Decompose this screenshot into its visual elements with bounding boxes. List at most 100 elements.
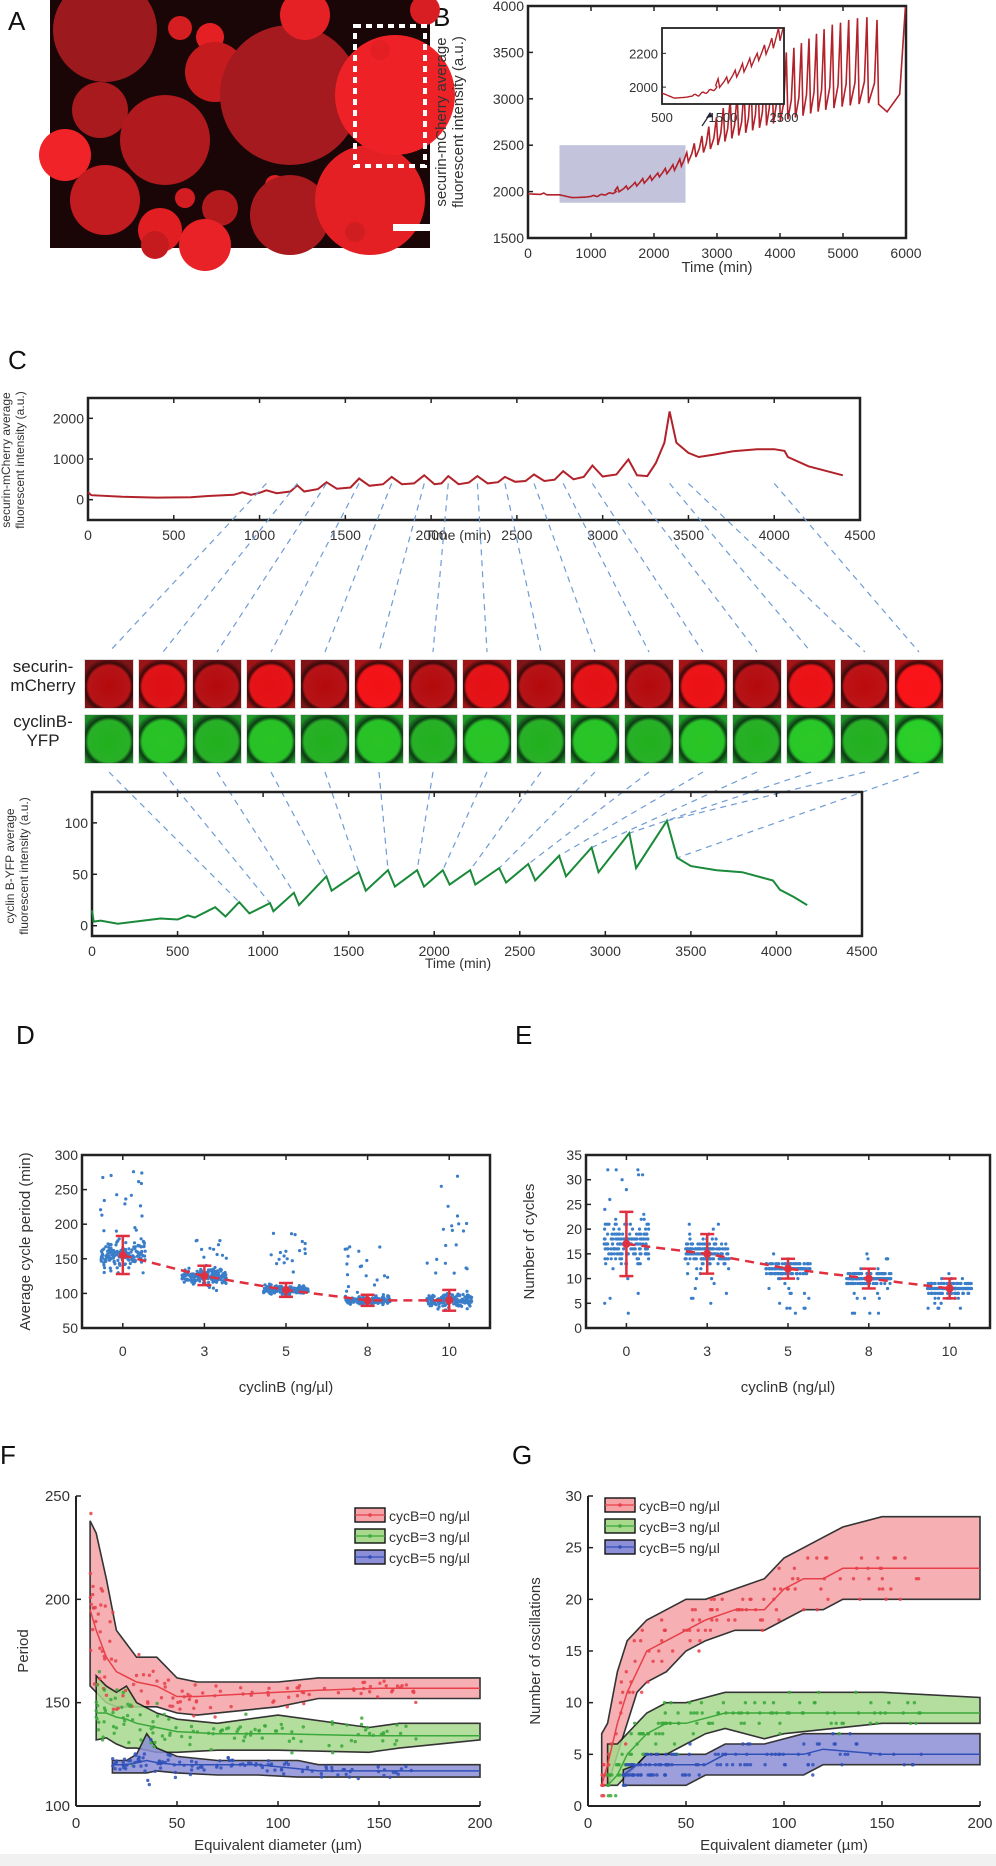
scatter-point [96,1728,101,1732]
scatter-point [743,1763,747,1767]
scatter-point [138,1728,142,1732]
scatter-point [458,1303,462,1307]
scatter-point [219,1278,223,1282]
x-tick-label: 2500 [501,527,532,543]
mean-marker [118,1251,127,1260]
scatter-point [441,1295,445,1299]
scatter-point [933,1301,937,1305]
scatter-point [330,1720,334,1724]
mean-marker [945,1284,954,1293]
y-tick-label: 25 [566,1196,582,1212]
scatter-point [614,1794,618,1798]
scatter-point [291,1270,295,1274]
scatter-point [277,1257,281,1261]
scatter-point [320,1775,324,1779]
scatter-point [109,1657,114,1661]
scatter-point [441,1227,445,1231]
droplet [168,16,192,40]
scatter-point [802,1262,806,1266]
scatter-point [112,1260,116,1264]
x-tick-label: 4500 [844,527,875,543]
scatter-point [111,1248,115,1252]
scatter-point [147,1673,152,1677]
scatter-point [95,1683,99,1687]
mean-line [89,1609,480,1698]
scatter-point [200,1765,204,1769]
scatter-point [96,1704,100,1708]
scatter-point [100,1738,105,1742]
x-tick-label: 0 [119,1343,127,1359]
scatter-point [173,1770,178,1775]
scatter-point [889,1587,893,1591]
scatter-point [808,1262,812,1266]
link-line-top [533,483,596,653]
y-tick-label: 100 [65,815,89,831]
scatter-point [139,1738,143,1742]
scatter-point [399,1767,404,1771]
scatter-point [430,1297,434,1301]
scatter-point [719,1252,723,1256]
scatter-point [188,1772,193,1777]
scatter-point [262,1291,266,1295]
scatter-point [807,1296,811,1300]
scatter-point [785,1306,789,1310]
scatter-point [375,1278,379,1282]
scatter-point [656,1721,661,1725]
scatter-point [831,1732,835,1736]
scatter-point [851,1577,856,1581]
y-tick-label: 150 [45,1695,70,1712]
scatter-point [877,1587,881,1591]
scatter-point [640,1628,644,1632]
securin-frame [300,659,350,709]
scatter-point [780,1272,785,1276]
scatter-point [353,1739,357,1744]
scatter-point [798,1272,802,1276]
scatter-point [604,1242,608,1246]
scatter-point [102,1198,106,1203]
scatter-point [368,1690,372,1694]
scatter-point [149,1741,153,1745]
mean-trend-line [626,1242,950,1290]
scatter-point [213,1279,217,1283]
scatter-point [662,1701,667,1705]
scatter-point [636,1168,640,1172]
scatter-point [239,1686,243,1690]
scatter-point [454,1243,458,1247]
scatter-point [460,1297,465,1301]
confidence-band [622,1732,981,1787]
scatter-point [106,1256,110,1260]
scatter-point [859,1556,864,1560]
scatter-point [271,1700,275,1704]
scatter-point [802,1291,807,1295]
scatter-point [289,1232,294,1236]
link-line-bottom [666,771,866,822]
scatter-point [302,1701,306,1706]
scatter-point [868,1311,872,1315]
scatter-point [837,1732,841,1736]
scatter-point [966,1291,970,1295]
scatter-point [236,1727,240,1731]
scatter-point [189,1724,194,1729]
link-line-top [562,483,650,653]
scatter-point [94,1619,98,1624]
scatter-point [617,1227,621,1231]
cyclin-frame [786,714,836,764]
scatter-point [151,1731,155,1735]
scatter-point [91,1592,95,1597]
scatter-point [345,1723,349,1727]
securin-frame [516,659,566,709]
scatter-point [292,1286,296,1290]
scatter-point [782,1763,787,1767]
scatter-point [775,1272,779,1276]
scatter-point [826,1597,830,1601]
scatter-point [642,1217,646,1221]
scatter-point [763,1763,767,1767]
scatter-point [444,1293,448,1297]
scatter-point [208,1705,213,1710]
cyclin-frame [408,714,458,764]
scatter-point [400,1684,404,1688]
panel-letter-f: F [0,1440,16,1470]
scatter-point [133,1258,137,1262]
y-tick-label: 1500 [493,230,524,246]
scatter-point [458,1293,462,1297]
